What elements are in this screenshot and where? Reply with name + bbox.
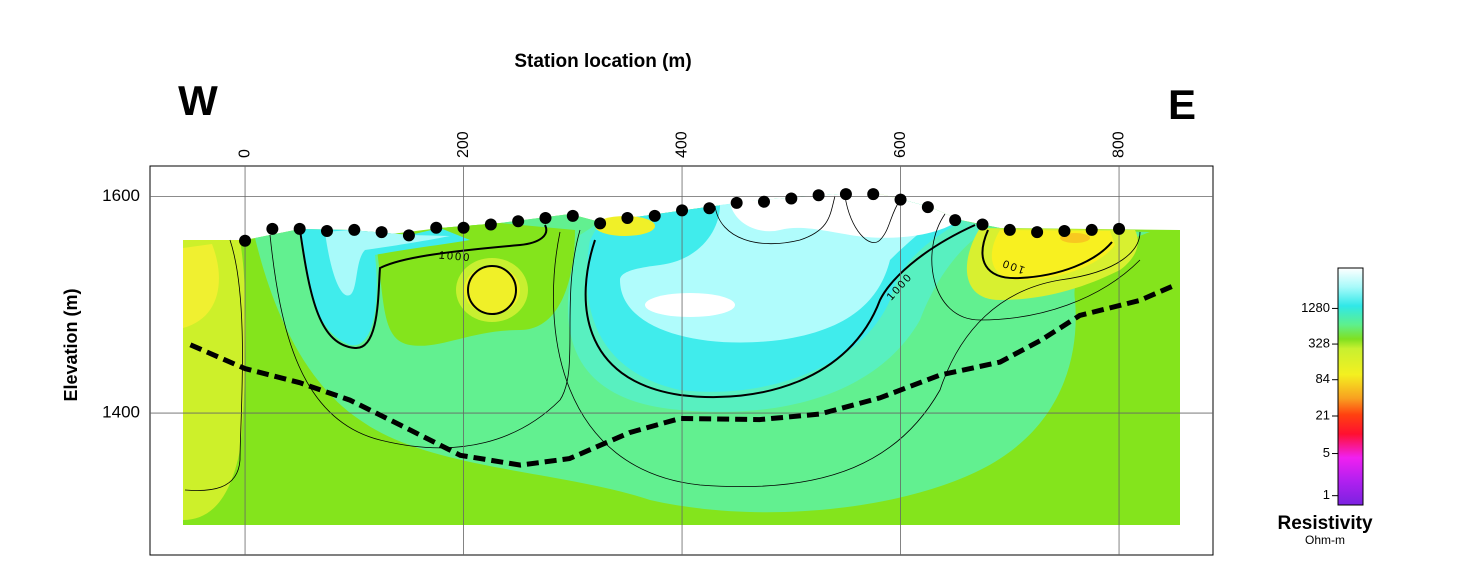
electrode <box>839 188 852 201</box>
electrode <box>949 214 962 227</box>
colorbar-tick-label: 1280 <box>1301 300 1330 315</box>
contour-label: 1000 <box>438 250 471 265</box>
electrode <box>757 195 770 208</box>
electrode <box>512 215 525 228</box>
electrode <box>239 234 252 247</box>
electrode <box>1031 226 1044 239</box>
y-tick-label: 1600 <box>102 186 140 205</box>
electrode <box>867 188 880 201</box>
y-tick-label: 1400 <box>102 403 140 422</box>
axes <box>149 165 1214 556</box>
colorbar-tick-label: 21 <box>1316 407 1330 422</box>
electrode <box>621 212 634 225</box>
electrode <box>566 209 579 222</box>
electrode <box>457 221 470 234</box>
electrode <box>430 221 443 234</box>
colorbar <box>1337 267 1364 506</box>
boundary-line <box>189 282 1176 468</box>
electrode <box>785 192 798 205</box>
electrode <box>730 196 743 209</box>
east-label: E <box>1168 81 1196 128</box>
electrode <box>348 223 361 236</box>
electrode <box>648 209 661 222</box>
colorbar-tick-label: 84 <box>1316 371 1330 386</box>
electrode <box>266 222 279 235</box>
resistivity-field <box>183 194 1180 525</box>
x-tick-label: 400 <box>673 131 690 158</box>
electrode <box>894 193 907 206</box>
electrode <box>484 218 497 231</box>
y-axis-title: Elevation (m) <box>61 288 81 401</box>
electrode <box>293 222 306 235</box>
colorbar-tick-label: 1 <box>1323 487 1330 502</box>
electrode <box>1085 223 1098 236</box>
electrode <box>812 189 825 202</box>
electrode <box>703 202 716 215</box>
electrode <box>539 212 552 225</box>
electrode <box>320 225 333 238</box>
x-tick-label: 0 <box>236 149 253 158</box>
electrode <box>676 204 689 217</box>
electrode <box>976 218 989 231</box>
x-tick-label: 600 <box>892 131 909 158</box>
electrode <box>1003 223 1016 236</box>
x-tick-label: 800 <box>1110 131 1127 158</box>
electrode <box>921 201 934 214</box>
colorbar-label: Resistivity <box>1277 513 1372 534</box>
x-tick-label: 200 <box>455 131 472 158</box>
electrode <box>375 226 388 239</box>
colorbar-tick-label: 328 <box>1308 336 1330 351</box>
electrode <box>1058 225 1071 238</box>
x-axis-title: Station location (m) <box>514 51 691 72</box>
colorbar-unit: Ohm-m <box>1305 533 1345 547</box>
electrode <box>1113 222 1126 235</box>
west-label: W <box>178 77 218 124</box>
plot-frame <box>149 165 1214 556</box>
electrode <box>594 217 607 230</box>
electrode <box>402 229 415 242</box>
colorbar-tick-label: 5 <box>1323 445 1330 460</box>
